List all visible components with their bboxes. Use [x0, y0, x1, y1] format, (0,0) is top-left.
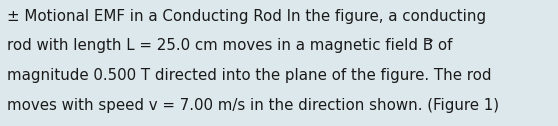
Text: magnitude 0.500 T directed into the plane of the figure. The rod: magnitude 0.500 T directed into the plan… — [7, 68, 492, 83]
Text: rod with length L = 25.0 cm moves in a magnetic field B⃗ of: rod with length L = 25.0 cm moves in a m… — [7, 38, 453, 53]
Text: ± Motional EMF in a Conducting Rod In the figure, a conducting: ± Motional EMF in a Conducting Rod In th… — [7, 9, 487, 24]
Text: moves with speed v = 7.00 m/s in the direction shown. (Figure 1): moves with speed v = 7.00 m/s in the dir… — [7, 98, 499, 113]
